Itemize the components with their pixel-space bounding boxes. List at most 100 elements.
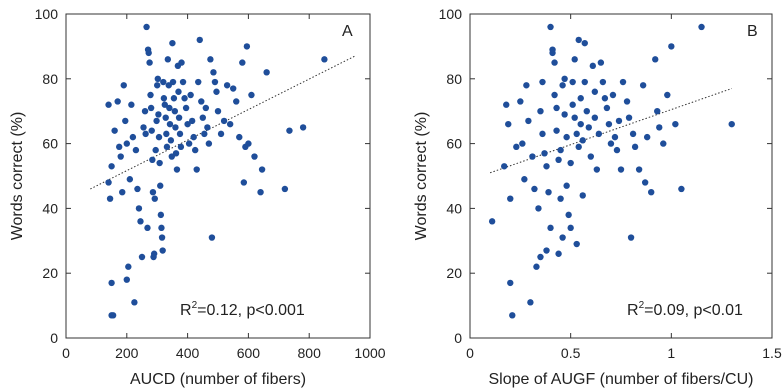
data-point (607, 140, 615, 147)
x-tick-label: 200 (115, 345, 139, 361)
r-squared-annotation: R2=0.09, p<0.01 (627, 300, 743, 319)
data-point (190, 133, 197, 141)
data-point (513, 143, 520, 151)
data-point (547, 23, 554, 31)
data-point (551, 91, 558, 99)
y-tick-label: 40 (446, 200, 462, 216)
data-point (148, 127, 155, 134)
x-tick-label: 1 (667, 345, 675, 361)
data-point (672, 120, 679, 128)
data-point (226, 120, 234, 128)
data-point (603, 104, 611, 112)
data-point (163, 143, 171, 151)
data-point (149, 189, 157, 196)
data-point (198, 98, 205, 105)
y-tick-label: 60 (42, 136, 58, 152)
data-point (517, 98, 524, 105)
data-point (182, 104, 190, 112)
r-superscript: 2 (192, 300, 198, 311)
data-point (166, 120, 174, 128)
data-point (575, 36, 582, 44)
data-point (187, 91, 194, 99)
data-point (129, 133, 137, 141)
data-point (153, 117, 160, 125)
data-point (147, 104, 155, 112)
data-point (631, 143, 639, 151)
data-point (509, 312, 516, 319)
data-point (134, 185, 141, 193)
data-point (609, 91, 617, 99)
panel-letter: A (342, 23, 353, 40)
data-point (595, 130, 603, 138)
data-point (551, 59, 558, 66)
data-point (505, 120, 512, 128)
y-tick-label: 80 (446, 71, 462, 87)
data-point (581, 39, 588, 47)
data-point (192, 146, 199, 154)
data-point (217, 130, 225, 138)
data-point (547, 224, 554, 232)
data-point (569, 101, 576, 108)
data-point (625, 114, 633, 121)
data-point (652, 56, 659, 63)
data-point (563, 133, 570, 141)
data-point (117, 153, 124, 160)
data-point (567, 159, 574, 167)
data-point (557, 195, 564, 202)
data-point (299, 124, 307, 131)
data-point (615, 117, 623, 125)
data-point (199, 114, 206, 121)
data-point (281, 185, 289, 193)
data-point (728, 120, 735, 128)
data-point (109, 312, 117, 319)
data-point (527, 299, 534, 306)
data-point (503, 101, 510, 108)
data-point (537, 108, 544, 115)
data-point (120, 82, 127, 89)
data-point (151, 195, 158, 202)
y-axis-label: Words correct (%) (413, 112, 430, 241)
y-tick-label: 100 (439, 6, 463, 22)
data-point (565, 211, 572, 219)
y-tick-label: 20 (42, 265, 58, 281)
data-point (210, 69, 217, 76)
data-point (105, 179, 112, 186)
data-point (591, 114, 599, 121)
data-point (220, 117, 228, 125)
data-point (211, 78, 219, 86)
data-point (541, 150, 548, 157)
y-tick-label: 100 (35, 6, 59, 22)
data-point (567, 224, 574, 232)
data-point (561, 75, 568, 83)
r-squared-annotation: R2=0.12, p<0.001 (180, 300, 305, 319)
x-axis-label: Slope of AUGF (number of fibers/CU) (489, 371, 754, 388)
data-point (537, 253, 544, 261)
data-point (561, 111, 568, 118)
data-point (208, 234, 216, 241)
data-point (230, 85, 237, 92)
data-point (257, 189, 264, 196)
data-point (141, 108, 149, 115)
data-point (617, 166, 625, 173)
r-squared-value: =0.12, p<0.001 (197, 302, 305, 319)
data-point (263, 69, 270, 76)
data-point (161, 101, 168, 108)
data-point (150, 250, 158, 257)
data-point (555, 156, 562, 163)
data-point (173, 166, 181, 173)
data-point (160, 95, 168, 102)
data-point (142, 130, 149, 138)
data-point (205, 140, 213, 147)
data-point (557, 146, 564, 154)
data-point (549, 49, 556, 57)
y-tick-label: 80 (42, 71, 58, 87)
data-point (119, 189, 126, 196)
data-point (179, 78, 187, 86)
data-point (545, 189, 552, 196)
data-point (258, 166, 266, 173)
data-point (155, 111, 162, 118)
data-point (613, 146, 621, 154)
data-point (240, 179, 248, 186)
data-point (643, 133, 651, 141)
trend-line (489, 88, 732, 174)
